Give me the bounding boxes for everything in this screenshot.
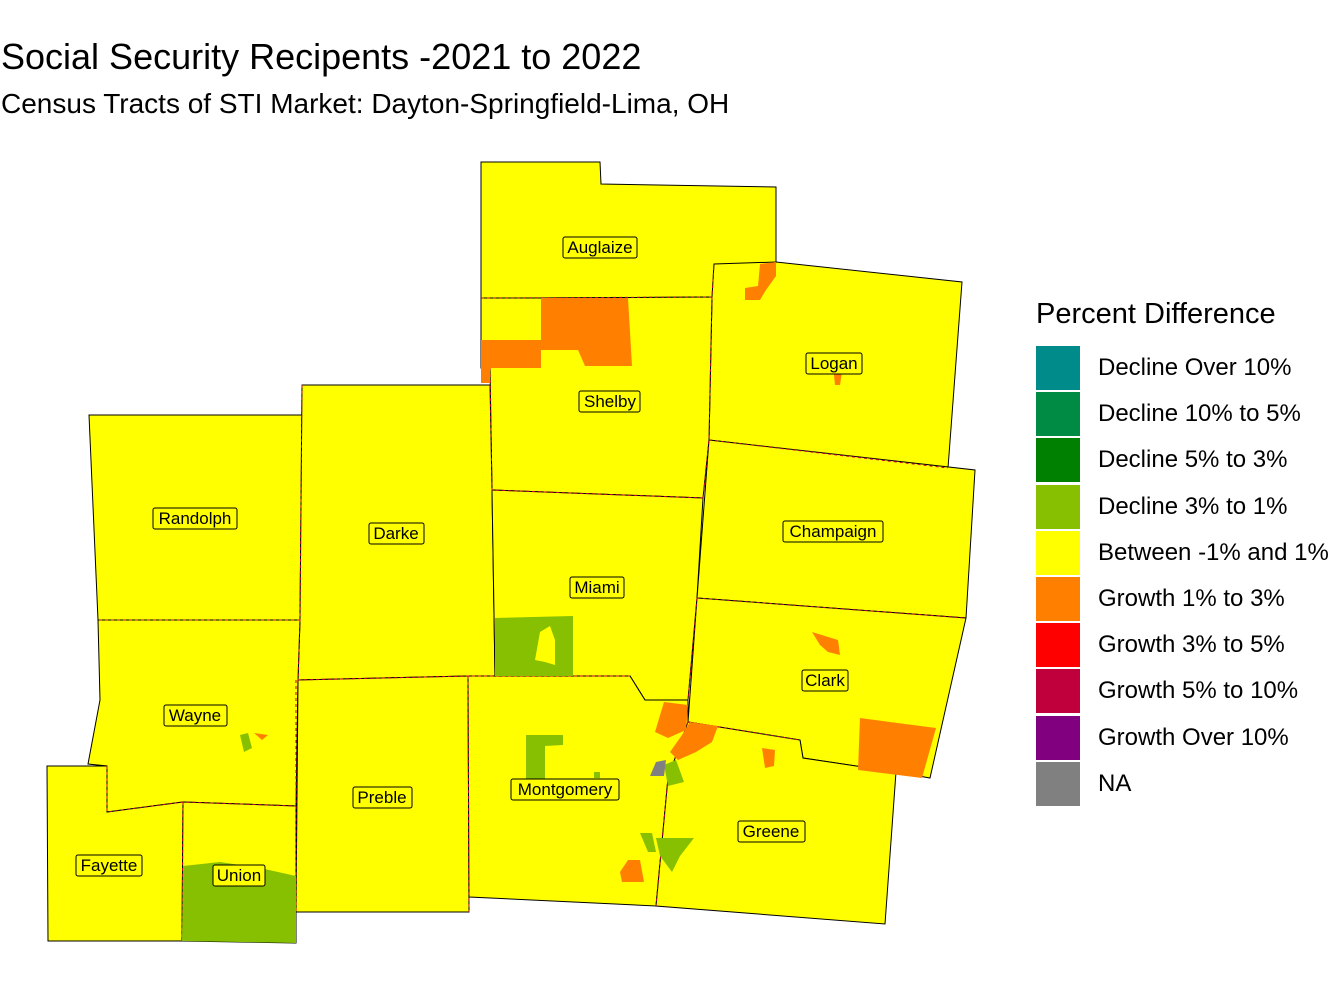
legend-swatch bbox=[1036, 484, 1080, 529]
county-polygons bbox=[46, 161, 976, 944]
county-label-clark: Clark bbox=[801, 669, 849, 692]
legend-swatch bbox=[1036, 530, 1080, 575]
county-label-montgomery: Montgomery bbox=[510, 778, 620, 801]
legend-label: Growth Over 10% bbox=[1098, 723, 1289, 751]
legend-swatch bbox=[1036, 438, 1080, 483]
county-label-auglaize: Auglaize bbox=[562, 236, 638, 259]
legend-item: Growth 5% to 10% bbox=[1036, 668, 1329, 714]
county-label-randolph: Randolph bbox=[152, 507, 238, 530]
svg-text:Darke: Darke bbox=[373, 524, 418, 543]
svg-text:Champaign: Champaign bbox=[790, 522, 877, 541]
legend-swatch bbox=[1036, 715, 1080, 760]
legend-item: Growth 3% to 5% bbox=[1036, 622, 1329, 668]
legend-label: Growth 3% to 5% bbox=[1098, 631, 1285, 659]
county-label-greene: Greene bbox=[737, 820, 806, 843]
county-labels: Auglaize Shelby Logan Randolph Darke Mia… bbox=[75, 236, 884, 887]
county-label-darke: Darke bbox=[368, 522, 425, 545]
legend-item: Decline 3% to 1% bbox=[1036, 484, 1329, 530]
svg-text:Montgomery: Montgomery bbox=[518, 780, 613, 799]
legend-label: Decline Over 10% bbox=[1098, 354, 1292, 382]
legend-swatch bbox=[1036, 623, 1080, 668]
svg-text:Wayne: Wayne bbox=[169, 706, 221, 725]
tract-miami-hole bbox=[535, 626, 555, 665]
county-label-preble: Preble bbox=[352, 786, 413, 809]
legend-label: Decline 5% to 3% bbox=[1098, 446, 1288, 474]
legend-item: Growth 1% to 3% bbox=[1036, 576, 1329, 622]
svg-text:Preble: Preble bbox=[357, 788, 406, 807]
legend-item: Decline Over 10% bbox=[1036, 345, 1329, 391]
county-label-union: Union bbox=[212, 864, 266, 887]
legend-label: Growth 1% to 3% bbox=[1098, 585, 1285, 613]
legend-label: Decline 10% to 5% bbox=[1098, 400, 1301, 428]
legend-swatch bbox=[1036, 669, 1080, 714]
map-title: Social Security Recipents -2021 to 2022 bbox=[1, 36, 642, 77]
legend-item: Decline 5% to 3% bbox=[1036, 437, 1329, 483]
legend-title: Percent Difference bbox=[1036, 298, 1276, 330]
legend-label: Decline 3% to 1% bbox=[1098, 492, 1288, 520]
legend-swatch bbox=[1036, 577, 1080, 622]
legend-item: Between -1% and 1% bbox=[1036, 530, 1329, 576]
legend-label: NA bbox=[1098, 769, 1132, 797]
legend-item: Growth Over 10% bbox=[1036, 715, 1329, 761]
svg-text:Auglaize: Auglaize bbox=[567, 238, 632, 257]
legend-items: Decline Over 10% Decline 10% to 5% Decli… bbox=[1036, 345, 1329, 807]
tracts-growth-1-3 bbox=[254, 262, 936, 882]
county-label-fayette: Fayette bbox=[75, 854, 143, 877]
legend-label: Between -1% and 1% bbox=[1098, 538, 1329, 566]
county-label-miami: Miami bbox=[569, 576, 625, 599]
tract-na bbox=[650, 760, 666, 776]
legend-swatch bbox=[1036, 346, 1080, 391]
choropleth-map: Auglaize Shelby Logan Randolph Darke Mia… bbox=[46, 161, 976, 944]
legend-item: Decline 10% to 5% bbox=[1036, 391, 1329, 437]
county-label-shelby: Shelby bbox=[578, 390, 641, 413]
legend: Percent Difference Decline Over 10% Decl… bbox=[1036, 298, 1329, 807]
legend-label: Growth 5% to 10% bbox=[1098, 677, 1299, 705]
svg-text:Greene: Greene bbox=[743, 822, 800, 841]
svg-text:Clark: Clark bbox=[805, 671, 845, 690]
svg-text:Logan: Logan bbox=[810, 354, 857, 373]
svg-text:Miami: Miami bbox=[574, 578, 619, 597]
svg-text:Union: Union bbox=[217, 866, 261, 885]
county-label-wayne: Wayne bbox=[163, 704, 228, 727]
tract-overlays bbox=[182, 262, 936, 943]
map-subtitle: Census Tracts of STI Market: Dayton-Spri… bbox=[1, 88, 730, 119]
svg-text:Randolph: Randolph bbox=[159, 509, 232, 528]
svg-text:Shelby: Shelby bbox=[584, 392, 636, 411]
legend-item: NA bbox=[1036, 761, 1329, 807]
svg-text:Fayette: Fayette bbox=[81, 856, 138, 875]
county-label-champaign: Champaign bbox=[782, 520, 884, 543]
tracts-decline-1-3 bbox=[182, 616, 694, 943]
legend-swatch bbox=[1036, 392, 1080, 437]
legend-swatch bbox=[1036, 761, 1080, 806]
county-label-logan: Logan bbox=[805, 352, 863, 375]
